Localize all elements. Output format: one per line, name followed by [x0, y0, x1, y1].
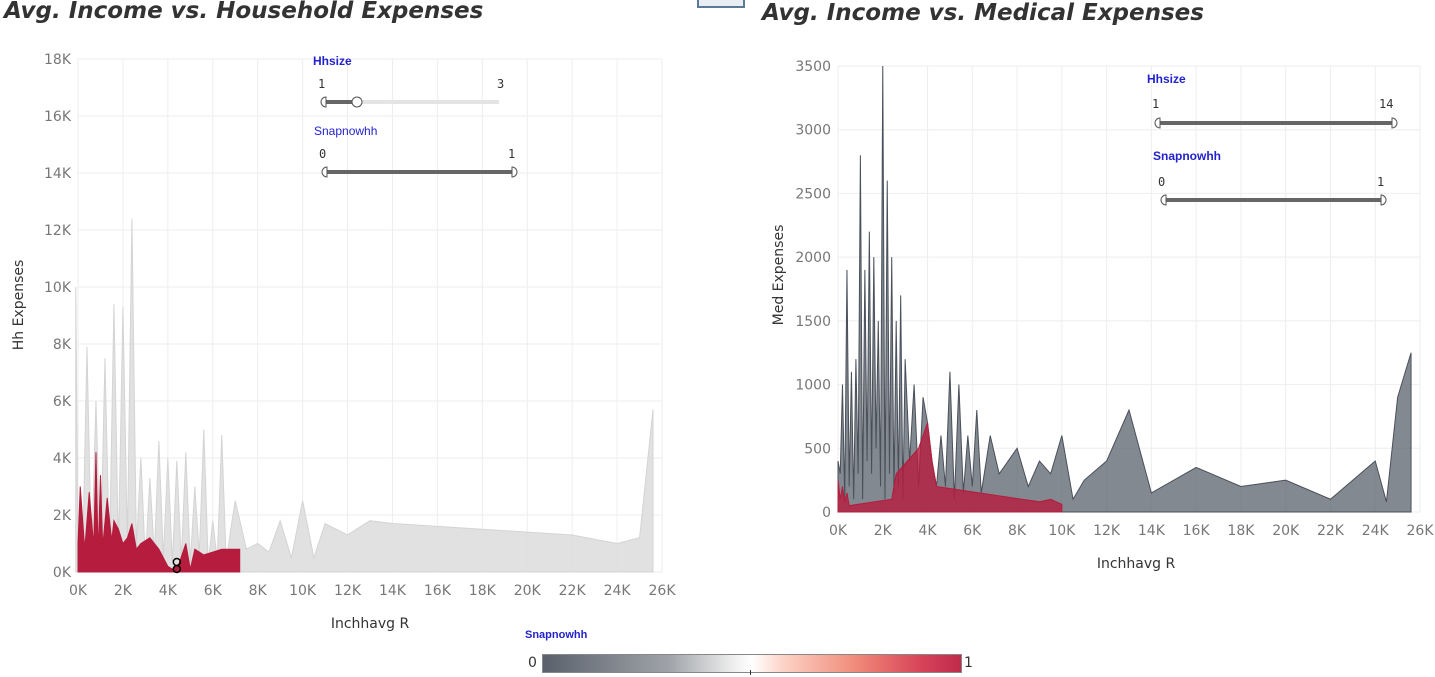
left-chart-title: Avg. Income vs. Household Expenses: [4, 0, 484, 24]
slider-max-hhsize: 14: [1379, 97, 1393, 111]
y-tick-label: 18K: [44, 52, 72, 68]
y-tick-label: 12K: [44, 223, 72, 239]
slider-title-hhsize: Hhsize: [1147, 72, 1186, 86]
x-tick-label: 0K: [69, 583, 88, 599]
x-tick-label: 12K: [334, 583, 362, 599]
y-tick-label: 2K: [53, 508, 72, 524]
y-tick-label: 10K: [44, 280, 72, 296]
legend-title: Snapnowhh: [525, 629, 588, 641]
slider-track-hhsize[interactable]: [1156, 121, 1393, 125]
x-tick-label: 2K: [874, 523, 893, 539]
series-snap-1-area[interactable]: [837, 422, 1063, 513]
household-expenses-chart: 0K 2K 4K 6K 8K 10K 12K 14K 16K 18K 0K 2K 4K 6K 8K 10K 1…: [11, 52, 677, 632]
y-tick-label: 3500: [795, 59, 831, 75]
y-axis-label: Hh Expenses: [11, 260, 27, 351]
slider-title-hhsize: Hhsize: [313, 54, 352, 68]
legend-min-label: 0: [528, 655, 537, 671]
x-tick-label: 22K: [1317, 523, 1345, 539]
slider-handle-snapnowhh-min[interactable]: [1160, 194, 1167, 206]
x-tick-label: 2K: [114, 583, 133, 599]
slider-min-hhsize: 1: [1152, 97, 1159, 111]
x-tick-label: 22K: [559, 583, 587, 599]
y-tick-label: 500: [804, 441, 831, 457]
slider-track-snapnowhh[interactable]: [1162, 198, 1382, 202]
y-axis-label: Med Expenses: [771, 225, 787, 326]
slider-handle-hhsize-max[interactable]: [351, 96, 363, 108]
right-chart-title: Avg. Income vs. Medical Expenses: [762, 0, 1204, 26]
x-tick-label: 24K: [1362, 523, 1390, 539]
x-axis-label: Inchhavg R: [331, 616, 410, 632]
slider-max-snapnowhh: 1: [508, 147, 515, 161]
x-tick-label: 6K: [963, 523, 982, 539]
slider-handle-snapnowhh-min[interactable]: [321, 166, 328, 178]
slider-max-snapnowhh: 1: [1377, 175, 1384, 189]
y-tick-label: 0: [822, 505, 831, 521]
x-tick-label: 8K: [249, 583, 268, 599]
x-tick-label: 26K: [1407, 523, 1435, 539]
y-tick-label: 0K: [53, 565, 72, 581]
x-tick-label: 12K: [1093, 523, 1121, 539]
legend-max-label: 1: [964, 655, 973, 671]
x-tick-label: 14K: [1138, 523, 1166, 539]
dashboard-toggle-icon[interactable]: [697, 0, 745, 8]
x-tick-label: 24K: [604, 583, 632, 599]
y-tick-label: 4K: [53, 451, 72, 467]
y-tick-label: 14K: [44, 166, 72, 182]
x-tick-label: 20K: [1272, 523, 1300, 539]
slider-min-snapnowhh: 0: [319, 147, 326, 161]
slider-min-snapnowhh: 0: [1158, 175, 1165, 189]
x-tick-label: 4K: [918, 523, 937, 539]
x-tick-label: 4K: [159, 583, 178, 599]
x-tick-label: 6K: [204, 583, 223, 599]
slider-max-hhsize: 3: [497, 77, 504, 91]
color-legend-bar: [542, 654, 962, 673]
series-snap-0-area[interactable]: [75, 218, 654, 573]
x-tick-label: 16K: [424, 583, 452, 599]
slider-handle-hhsize-min[interactable]: [1154, 117, 1161, 129]
x-tick-label: 26K: [649, 583, 677, 599]
y-tick-label: 16K: [44, 109, 72, 125]
x-tick-label: 18K: [469, 583, 497, 599]
series-snap-1-area[interactable]: [77, 452, 241, 573]
x-tick-label: 14K: [379, 583, 407, 599]
slider-track-hhsize[interactable]: [322, 100, 499, 104]
slider-track-snapnowhh[interactable]: [323, 170, 513, 174]
slider-min-hhsize: 1: [318, 77, 325, 91]
y-tick-label: 3000: [795, 123, 831, 139]
slider-handle-snapnowhh-max[interactable]: [1380, 194, 1387, 206]
series-snap-0-area[interactable]: [837, 65, 1412, 513]
x-tick-label: 20K: [514, 583, 542, 599]
slider-handle-hhsize-max[interactable]: [1391, 117, 1398, 129]
legend-midpoint-tick: [750, 670, 751, 675]
x-axis-label: Inchhavg R: [1097, 556, 1176, 572]
y-tick-label: 2000: [795, 250, 831, 266]
slider-title-snapnowhh: Snapnowhh: [1153, 149, 1221, 163]
y-tick-label: 2500: [795, 186, 831, 202]
y-tick-label: 1000: [795, 378, 831, 394]
slider-title-snapnowhh: Snapnowhh: [314, 124, 377, 138]
data-point-marker-2[interactable]: [172, 564, 182, 574]
y-tick-label: 8K: [53, 337, 72, 353]
medical-expenses-chart: 0 500 1000 1500 2000 2500 3000 3500 0K 2K 4K 6K 8K 1…: [771, 59, 1435, 572]
slider-handle-snapnowhh-max[interactable]: [511, 166, 518, 178]
x-tick-label: 18K: [1227, 523, 1255, 539]
y-tick-label: 6K: [53, 394, 72, 410]
x-tick-label: 16K: [1183, 523, 1211, 539]
slider-range-hhsize: [322, 100, 358, 104]
x-tick-label: 10K: [289, 583, 317, 599]
y-tick-label: 1500: [795, 314, 831, 330]
x-tick-label: 0K: [829, 523, 848, 539]
slider-handle-hhsize-min[interactable]: [320, 96, 327, 108]
x-tick-label: 10K: [1048, 523, 1076, 539]
x-tick-label: 8K: [1008, 523, 1027, 539]
